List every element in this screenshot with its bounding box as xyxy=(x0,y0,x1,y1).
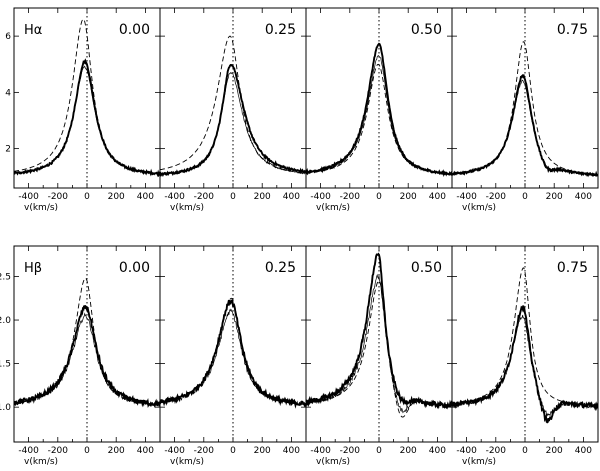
x-axis-label: v(km/s) xyxy=(24,203,58,213)
x-tick-label: 400 xyxy=(575,192,592,202)
line-label: Hα xyxy=(24,23,42,38)
x-tick-label: 200 xyxy=(400,446,417,456)
phase-label: 0.50 xyxy=(411,22,442,38)
series-solid xyxy=(452,305,598,424)
x-tick-label: 0 xyxy=(522,192,528,202)
x-tick-label: 0 xyxy=(230,192,236,202)
panel-hbeta-2: -400 -200 0 200 400 v(km/s) 0.50 xyxy=(305,245,453,467)
x-tick-label: -200 xyxy=(486,192,507,202)
series-solid xyxy=(306,42,452,178)
x-tick-label: 0 xyxy=(84,446,90,456)
y-tick-label: 2.0 xyxy=(0,316,11,326)
x-tick-label: 200 xyxy=(254,446,271,456)
x-axis-label: v(km/s) xyxy=(316,203,350,213)
panel-hbeta-0: -400 -200 0 200 400 1.0 1.5 2.0 2.5 v(km/s) 0.00 Hβ xyxy=(0,245,161,467)
panel-hbeta-3: -400 -200 0 200 400 v(km/s) 0.75 xyxy=(451,245,599,467)
x-tick-label: 400 xyxy=(137,446,154,456)
x-tick-label: 0 xyxy=(230,446,236,456)
phase-label: 0.75 xyxy=(557,260,588,276)
series-dashed xyxy=(14,277,160,406)
x-tick-label: 200 xyxy=(400,192,417,202)
x-tick-label: 400 xyxy=(429,446,446,456)
series-solid xyxy=(452,73,598,178)
x-tick-label: 400 xyxy=(283,446,300,456)
x-axis-label: v(km/s) xyxy=(170,457,204,467)
y-tick-label: 1.0 xyxy=(0,403,11,413)
phase-label: 0.00 xyxy=(119,260,150,276)
x-axis-label: v(km/s) xyxy=(462,457,496,467)
x-tick-label: -200 xyxy=(48,446,69,456)
y-tick-label: 1.5 xyxy=(0,360,11,370)
panel-halpha-0: -400 -200 0 200 400 2 4 6 v(km/s) 0.00 Hα xyxy=(5,7,161,213)
series-solid xyxy=(14,58,160,178)
x-tick-label: -400 xyxy=(18,446,39,456)
series-dashed xyxy=(14,18,160,175)
series-dashed xyxy=(452,267,598,407)
x-tick-label: -200 xyxy=(486,446,507,456)
y-tick-label: 2.5 xyxy=(0,272,11,282)
y-tick-label: 6 xyxy=(5,32,11,42)
phase-label: 0.75 xyxy=(557,22,588,38)
phase-label: 0.50 xyxy=(411,260,442,276)
y-tick-label: 4 xyxy=(5,88,11,98)
series-dashed xyxy=(306,63,452,175)
series-solid xyxy=(160,299,306,409)
phase-label: 0.25 xyxy=(265,260,296,276)
x-axis-label: v(km/s) xyxy=(462,203,496,213)
x-tick-label: -400 xyxy=(456,446,477,456)
x-tick-label: 200 xyxy=(546,192,563,202)
x-tick-label: 0 xyxy=(84,192,90,202)
x-tick-label: 0 xyxy=(376,446,382,456)
series-thin xyxy=(306,273,452,414)
phase-label: 0.00 xyxy=(119,22,150,38)
series-thin xyxy=(14,312,160,407)
x-tick-label: 400 xyxy=(429,192,446,202)
x-tick-label: -200 xyxy=(340,446,361,456)
x-tick-label: -400 xyxy=(310,192,331,202)
series-solid xyxy=(14,305,160,409)
x-tick-label: 200 xyxy=(546,446,563,456)
x-tick-label: -200 xyxy=(48,192,69,202)
x-tick-label: -200 xyxy=(194,192,215,202)
series-dashed xyxy=(160,35,306,174)
x-tick-label: 400 xyxy=(137,192,154,202)
x-tick-label: -400 xyxy=(18,192,39,202)
x-tick-label: -200 xyxy=(340,192,361,202)
series-solid xyxy=(160,64,306,178)
series-solid xyxy=(306,252,452,410)
x-tick-label: 200 xyxy=(108,192,125,202)
panel-halpha-3: -400 -200 0 200 400 v(km/s) 0.75 xyxy=(451,7,599,213)
x-tick-label: 200 xyxy=(108,446,125,456)
x-tick-label: -200 xyxy=(194,446,215,456)
x-tick-label: -400 xyxy=(164,192,185,202)
panel-halpha-2: -400 -200 0 200 400 v(km/s) 0.50 xyxy=(305,7,453,213)
x-tick-label: -400 xyxy=(310,446,331,456)
x-tick-label: 0 xyxy=(376,192,382,202)
line-label: Hβ xyxy=(24,261,42,276)
x-tick-label: 400 xyxy=(575,446,592,456)
x-axis-label: v(km/s) xyxy=(316,457,350,467)
phase-label: 0.25 xyxy=(265,22,296,38)
panel-hbeta-1: -400 -200 0 200 400 v(km/s) 0.25 xyxy=(159,245,307,467)
x-tick-label: 200 xyxy=(254,192,271,202)
y-tick-label: 2 xyxy=(5,145,11,155)
x-axis-label: v(km/s) xyxy=(24,457,58,467)
x-tick-label: 0 xyxy=(522,446,528,456)
x-tick-label: -400 xyxy=(456,192,477,202)
x-axis-label: v(km/s) xyxy=(170,203,204,213)
x-tick-label: 400 xyxy=(283,192,300,202)
panel-halpha-1: -400 -200 0 200 400 v(km/s) 0.25 xyxy=(159,7,307,213)
x-tick-label: -400 xyxy=(164,446,185,456)
